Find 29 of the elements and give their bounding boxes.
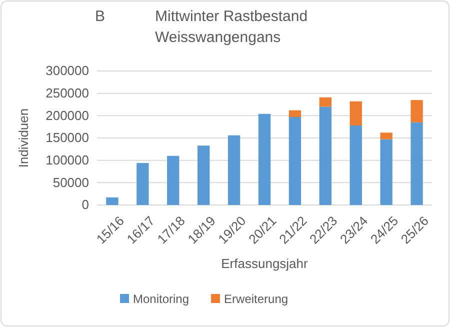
- bar: [258, 114, 271, 205]
- bar: [380, 139, 392, 205]
- x-axis-title: Erfassungsjahr: [221, 256, 309, 271]
- bar: [228, 135, 240, 205]
- text: B: [95, 8, 106, 25]
- y-tick-label: 50000: [52, 174, 89, 190]
- bar: [167, 156, 180, 205]
- bar: [410, 122, 423, 205]
- y-tick-label: 300000: [46, 63, 89, 78]
- y-tick-label: 250000: [46, 85, 89, 100]
- bar: [350, 125, 362, 205]
- legend-label: Erweiterung: [224, 292, 288, 306]
- y-axis-title: Individuen: [16, 108, 31, 168]
- bar: [380, 132, 392, 140]
- bar: [106, 197, 118, 205]
- legend-label: Monitoring: [133, 292, 190, 306]
- chart-title: Mittwinter Rastbestand Weisswangengans: [155, 8, 308, 46]
- y-tick-label: 100000: [46, 152, 89, 168]
- bar: [198, 146, 210, 205]
- bar: [288, 117, 302, 205]
- bar: [288, 110, 302, 118]
- y-tick-label: 150000: [46, 130, 89, 146]
- bar: [319, 97, 332, 107]
- bar: [410, 100, 423, 122]
- bar: [319, 106, 332, 205]
- y-tick-label: 0: [82, 197, 89, 212]
- bar: [350, 101, 362, 126]
- bar: [136, 163, 149, 205]
- y-tick-label: 200000: [46, 108, 89, 123]
